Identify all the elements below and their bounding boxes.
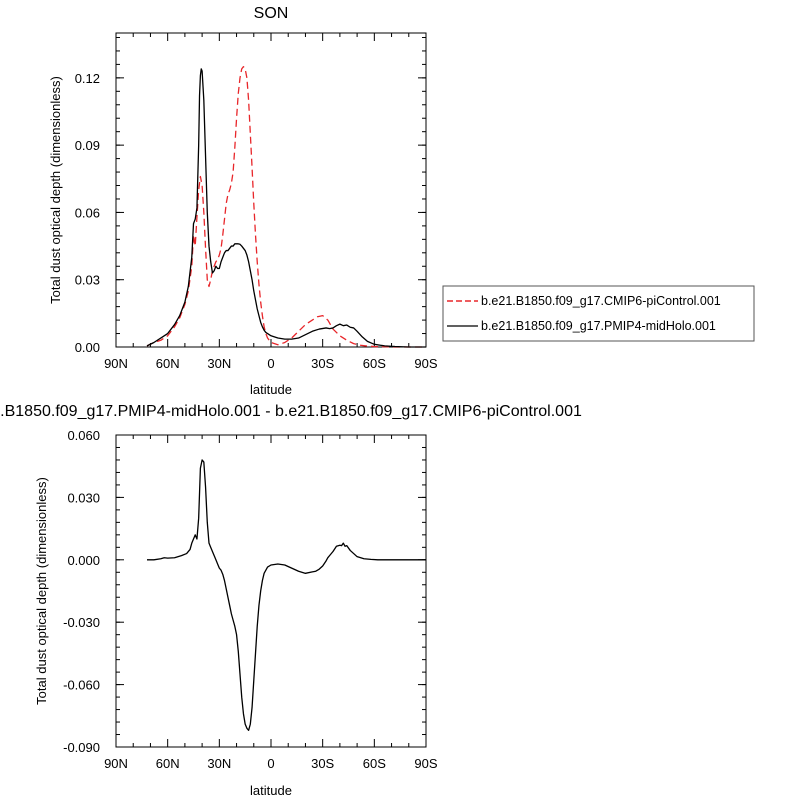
top-x-tick-label: 60N — [156, 356, 180, 371]
top-axis-ticks — [115, 33, 427, 348]
bottom-series-lines — [147, 459, 426, 732]
bottom-y-tick-labels: -0.090 -0.060 -0.030 0.000 0.030 0.060 — [63, 428, 100, 755]
legend-label-midholo: b.e21.B1850.f09_g17.PMIP4-midHolo.001 — [481, 319, 716, 333]
top-x-axis-label: latitude — [250, 382, 292, 397]
bottom-y-tick-label: -0.060 — [63, 678, 100, 693]
top-x-tick-labels: 90N 60N 30N 0 30S 60S 90S — [104, 356, 438, 371]
bottom-y-tick-label: -0.090 — [63, 740, 100, 755]
top-x-tick-label: 60S — [363, 356, 386, 371]
top-y-tick-labels: 0.00 0.03 0.06 0.09 0.12 — [75, 71, 100, 355]
top-series-lines — [146, 65, 426, 348]
bottom-y-axis-label: Total dust optical depth (dimensionless) — [34, 477, 49, 705]
bottom-plot-frame — [115, 434, 427, 748]
top-x-tick-label: 30S — [311, 356, 334, 371]
top-x-tick-label: 90S — [414, 356, 437, 371]
bottom-x-tick-label: 90S — [414, 756, 437, 771]
legend: b.e21.B1850.f09_g17.CMIP6-piControl.001 … — [442, 285, 755, 342]
top-y-tick-label: 0.00 — [75, 340, 100, 355]
top-y-axis-label: Total dust optical depth (dimensionless) — [48, 76, 63, 304]
top-plot-title: SON — [254, 5, 289, 22]
top-y-tick-label: 0.09 — [75, 138, 100, 153]
top-series-line-0 — [146, 65, 426, 348]
bottom-x-tick-label: 30S — [311, 756, 334, 771]
bottom-x-axis-label: latitude — [250, 783, 292, 798]
bottom-y-tick-label: 0.060 — [67, 428, 100, 443]
bottom-y-tick-label: -0.030 — [63, 615, 100, 630]
top-x-tick-label: 30N — [207, 356, 231, 371]
bottom-series-line-0 — [147, 459, 426, 732]
top-series-line-1 — [146, 68, 426, 348]
bottom-x-tick-label: 90N — [104, 756, 128, 771]
bottom-panel: b.e21.B1850.f09_g17.PMIP4-midHolo.001 - … — [0, 403, 582, 798]
legend-label-picontrol: b.e21.B1850.f09_g17.CMIP6-piControl.001 — [481, 294, 721, 308]
bottom-x-tick-label: 60S — [363, 756, 386, 771]
bottom-y-tick-label: 0.030 — [67, 490, 100, 505]
bottom-plot-title: b.e21.B1850.f09_g17.PMIP4-midHolo.001 - … — [0, 403, 582, 420]
legend-box — [442, 285, 755, 342]
top-y-tick-label: 0.03 — [75, 273, 100, 288]
top-y-tick-label: 0.06 — [75, 205, 100, 220]
bottom-x-tick-label: 30N — [207, 756, 231, 771]
top-plot-frame — [115, 32, 427, 348]
top-x-tick-label: 0 — [267, 356, 274, 371]
bottom-y-tick-label: 0.000 — [67, 553, 100, 568]
bottom-x-tick-label: 60N — [156, 756, 180, 771]
top-panel: SON 90N 60N 30N 0 30S 60S 90S 0.00 0.03 0.06 0.09… — [48, 5, 438, 397]
bottom-axis-ticks — [115, 434, 427, 748]
top-x-tick-label: 90N — [104, 356, 128, 371]
bottom-x-tick-label: 0 — [267, 756, 274, 771]
top-y-tick-label: 0.12 — [75, 71, 100, 86]
bottom-x-tick-labels: 90N 60N 30N 0 30S 60S 90S — [104, 756, 438, 771]
